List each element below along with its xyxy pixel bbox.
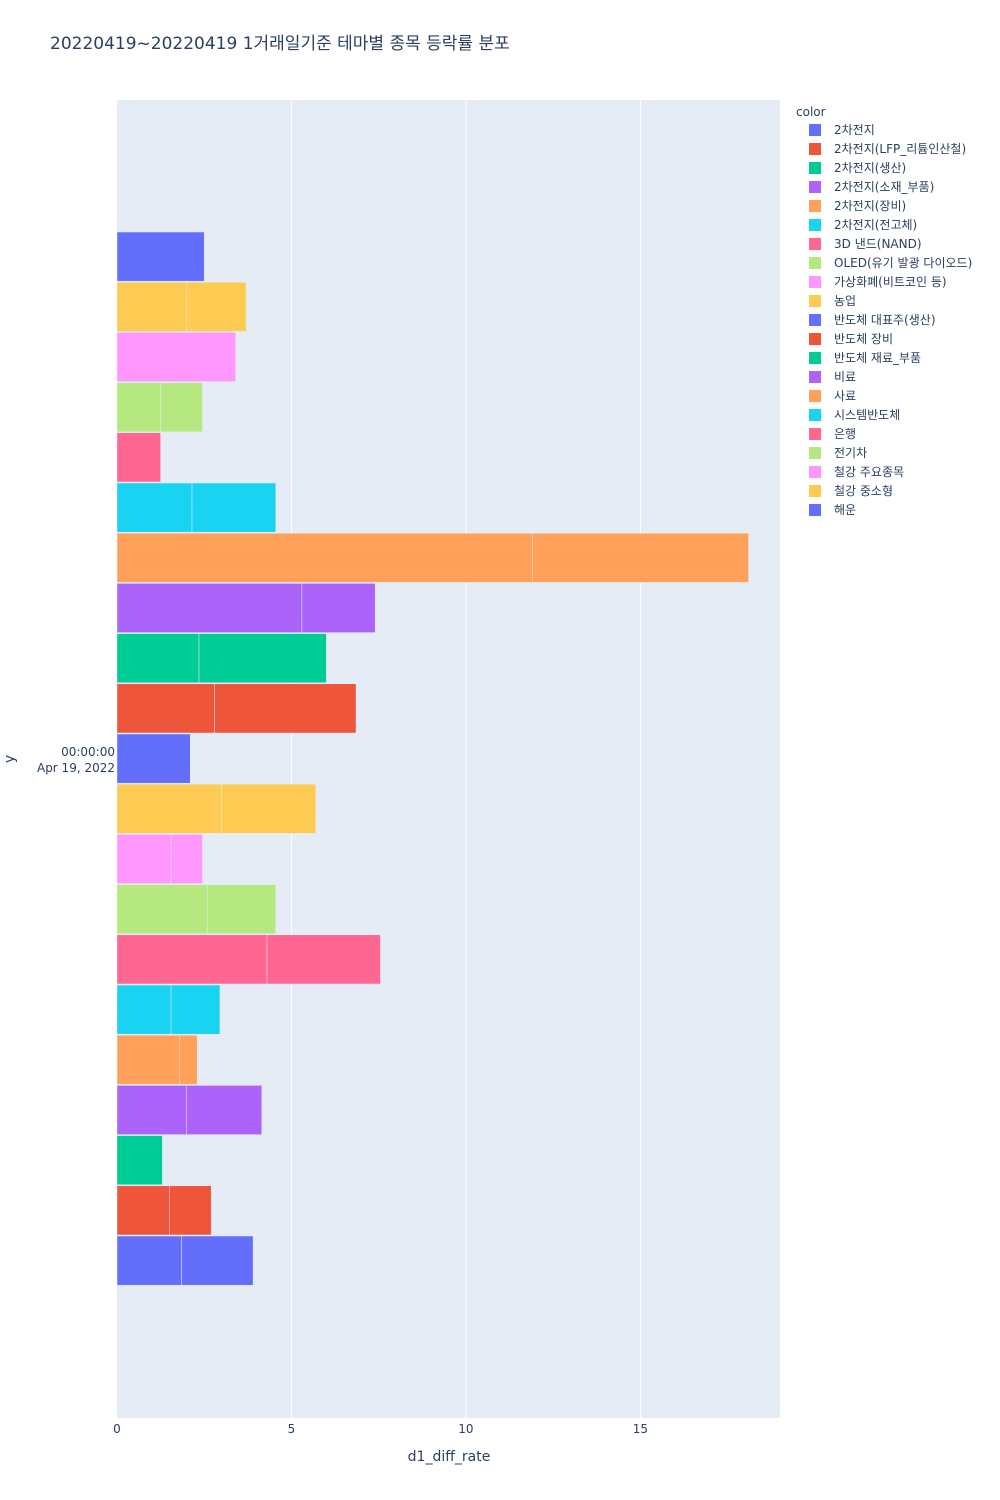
legend-item-label: 비료 <box>834 370 856 384</box>
legend-swatch <box>809 314 821 326</box>
bar-segment <box>116 382 161 433</box>
bar-segment <box>266 934 381 985</box>
bar-segment <box>301 583 376 633</box>
legend-item-label: 사료 <box>834 389 856 403</box>
legend-swatch <box>809 124 821 136</box>
legend-item-label: 시스템반도체 <box>834 408 900 422</box>
y-tick-label-time: 00:00:00 <box>61 745 115 759</box>
legend-swatch <box>809 504 821 516</box>
bar-segment <box>116 1034 181 1085</box>
bar-segment <box>191 482 277 533</box>
x-tick-label: 10 <box>458 1422 473 1436</box>
legend-item-label: 전기차 <box>834 446 867 460</box>
legend-swatch <box>809 219 821 231</box>
legend-swatch <box>809 257 821 269</box>
legend-swatch <box>809 352 821 364</box>
legend-item-label: 반도체 재료_부품 <box>834 351 921 365</box>
bar-segment <box>170 834 203 884</box>
legend-swatch <box>809 200 821 212</box>
bar-segment <box>116 583 303 633</box>
bar-segment <box>207 884 277 935</box>
gridlines <box>290 100 641 1418</box>
legend-item-label: 2차전지 <box>834 123 875 137</box>
chart-title: 20220419~20220419 1거래일기준 테마별 종목 등락률 분포 <box>50 34 510 54</box>
bar-segment <box>116 231 205 282</box>
bar-segment <box>116 1235 182 1286</box>
y-tick-label-date: Apr 19, 2022 <box>37 761 115 775</box>
x-tick-label: 15 <box>633 1422 648 1436</box>
bar-segment <box>198 633 327 684</box>
legend-swatch <box>809 371 821 383</box>
legend-swatch <box>809 276 821 288</box>
bar-segment <box>116 934 268 985</box>
bar-segment <box>116 432 161 483</box>
legend: color 2차전지 2차전지(LFP_리튬인산철) 2차전지(생산) 2차전지(소재… <box>796 105 972 517</box>
bar-segment <box>179 1034 198 1085</box>
legend-swatch <box>809 295 821 307</box>
legend-item-label: 2차전지(전고체) <box>834 218 917 232</box>
legend-item-label: 2차전지(장비) <box>834 199 906 213</box>
bar-segment <box>169 1185 212 1236</box>
bar-segment <box>116 884 208 935</box>
legend-item-label: 가상화폐(비트코인 등) <box>834 275 947 289</box>
bar-segment <box>116 482 193 533</box>
legend-swatch <box>809 447 821 459</box>
legend-item-label: 2차전지(LFP_리튬인산철) <box>834 142 966 156</box>
bar-segment <box>116 733 191 784</box>
legend-item-label: 철강 주요종목 <box>834 465 904 479</box>
y-axis-title: y <box>2 755 18 763</box>
bar-segment <box>116 1085 188 1135</box>
bar-segment <box>116 1185 170 1236</box>
x-tick-label: 0 <box>113 1422 121 1436</box>
legend-item-label: 농업 <box>834 294 856 308</box>
bar-segment <box>116 281 188 332</box>
legend-swatch <box>809 238 821 250</box>
legend-title: color <box>796 105 826 119</box>
bar-segment <box>531 532 749 583</box>
bar-segment <box>186 281 247 332</box>
bar-segment <box>116 984 172 1035</box>
legend-item-label: OLED(유기 발광 다이오드) <box>834 256 972 270</box>
legend-item-label: 철강 중소형 <box>834 484 893 498</box>
bar-segment <box>186 1085 263 1135</box>
bar-segment <box>116 783 222 834</box>
legend-swatch <box>809 143 821 155</box>
legend-item-label: 반도체 대표주(생산) <box>834 313 936 327</box>
legend-swatch <box>809 181 821 193</box>
legend-item-label: 반도체 장비 <box>834 332 893 346</box>
bars <box>116 231 749 1286</box>
bar-segment <box>181 1235 254 1286</box>
bar-segment <box>221 783 317 834</box>
x-tick-label: 5 <box>288 1422 296 1436</box>
bar-segment <box>160 382 203 433</box>
legend-item-label: 해운 <box>834 503 856 517</box>
bar-segment <box>116 332 236 382</box>
legend-swatch <box>809 428 821 440</box>
legend-item-label: 2차전지(소재_부품) <box>834 180 934 194</box>
legend-swatch <box>809 162 821 174</box>
bar-segment <box>116 633 200 684</box>
legend-swatch <box>809 333 821 345</box>
bar-segment <box>116 683 215 734</box>
bar-segment <box>170 984 221 1035</box>
bar-segment <box>214 683 357 734</box>
legend-item-label: 2차전지(생산) <box>834 161 906 175</box>
bar-segment <box>116 834 172 884</box>
x-axis-title: d1_diff_rate <box>408 1449 491 1465</box>
legend-item-label: 은행 <box>834 426 856 441</box>
legend-swatch <box>809 466 821 478</box>
legend-item-label: 3D 낸드(NAND) <box>834 237 922 251</box>
bar-segment <box>116 1135 163 1186</box>
x-tick-labels: 0 5 10 15 <box>113 1422 648 1436</box>
legend-swatch <box>809 409 821 421</box>
legend-swatch <box>809 485 821 497</box>
bar-segment <box>116 532 533 583</box>
legend-swatch <box>809 390 821 402</box>
